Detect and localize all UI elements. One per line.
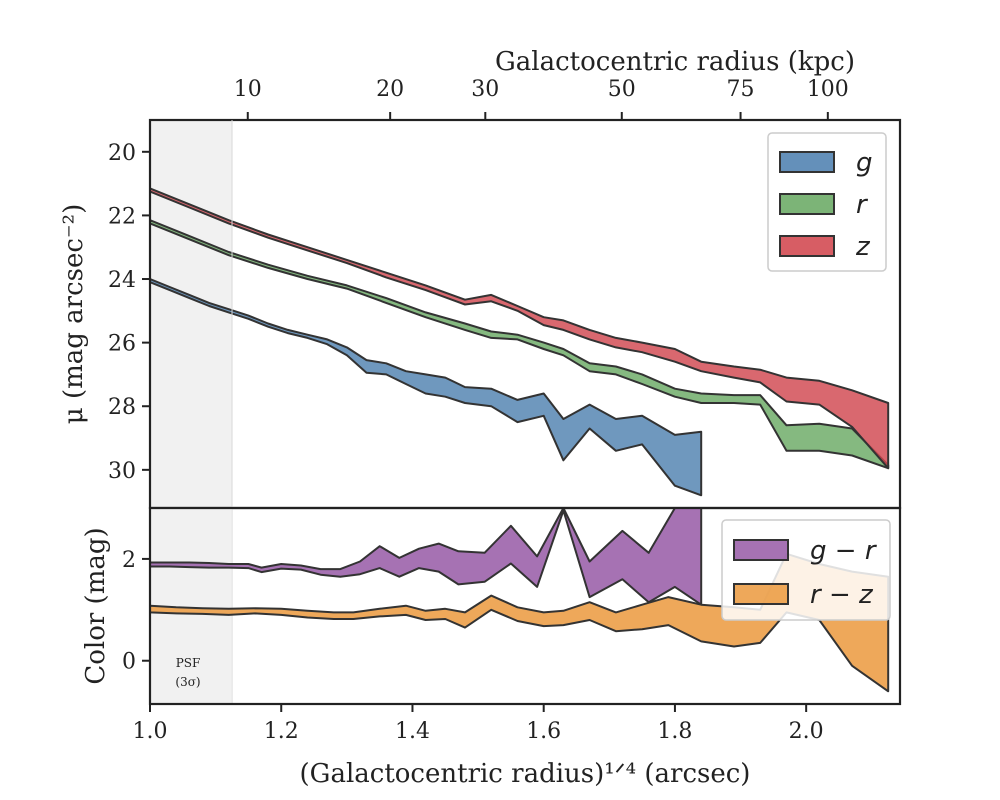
xtick-label: 2.0 bbox=[789, 719, 824, 744]
bottom-panel-frame bbox=[148, 506, 902, 706]
ytick-label: 30 bbox=[108, 459, 136, 484]
legend-g-minus-r-swatch bbox=[733, 539, 789, 561]
legend-g-swatch bbox=[779, 151, 835, 173]
legend-colors: g − r r − z bbox=[721, 519, 891, 621]
legend-r-swatch bbox=[779, 193, 835, 215]
legend-g-minus-r-label: g − r bbox=[810, 536, 878, 566]
xtick-label: 1.2 bbox=[264, 719, 299, 744]
band-z bbox=[150, 187, 890, 470]
top-xtick-label: 100 bbox=[807, 77, 849, 102]
band-g bbox=[150, 278, 703, 497]
ytick-label: 26 bbox=[108, 332, 136, 357]
psf-region-top bbox=[150, 120, 233, 508]
y-axis-label-surface-brightness: μ (mag arcsec⁻²) bbox=[59, 204, 89, 424]
ytick-label: 22 bbox=[108, 204, 136, 229]
psf-annotation-sigma: (3σ) bbox=[175, 675, 200, 689]
legend-bands: grz bbox=[767, 132, 887, 272]
ytick-label: 20 bbox=[108, 141, 136, 166]
legend-g-label: g bbox=[856, 148, 873, 178]
band-g-minus-r bbox=[150, 508, 703, 606]
x-axis-label: (Galactocentric radius)¹ᐟ⁴ (arcsec) bbox=[300, 759, 751, 789]
y-axis-label-color: Color (mag) bbox=[81, 527, 111, 684]
psf-annotation-label: PSF bbox=[176, 656, 201, 670]
top-xtick-label: 50 bbox=[608, 77, 636, 102]
color-panel: 0 2 1.0 1.2 1.4 1.6 1.8 2.0 (Galactocentric ra… bbox=[81, 506, 902, 789]
ytick-label: 0 bbox=[122, 650, 136, 675]
top-axis-label: Galactocentric radius (kpc) bbox=[495, 47, 855, 77]
xtick-label: 1.6 bbox=[526, 719, 561, 744]
legend-r-label: r bbox=[856, 190, 869, 220]
ytick-label: 24 bbox=[108, 268, 136, 293]
top-xtick-label: 75 bbox=[727, 77, 755, 102]
legend-r-minus-z-swatch bbox=[733, 583, 789, 605]
top-xtick-label: 30 bbox=[471, 77, 499, 102]
ytick-label: 2 bbox=[122, 548, 136, 573]
top-xtick-label: 10 bbox=[234, 77, 262, 102]
ytick-label: 28 bbox=[108, 395, 136, 420]
legend-r-minus-z-label: r − z bbox=[810, 580, 874, 610]
top-xtick-label: 20 bbox=[376, 77, 404, 102]
xtick-label: 1.8 bbox=[657, 719, 692, 744]
xtick-label: 1.4 bbox=[395, 719, 430, 744]
xtick-label: 1.0 bbox=[133, 719, 168, 744]
legend-z-label: z bbox=[855, 232, 871, 262]
legend-z-swatch bbox=[779, 235, 835, 257]
